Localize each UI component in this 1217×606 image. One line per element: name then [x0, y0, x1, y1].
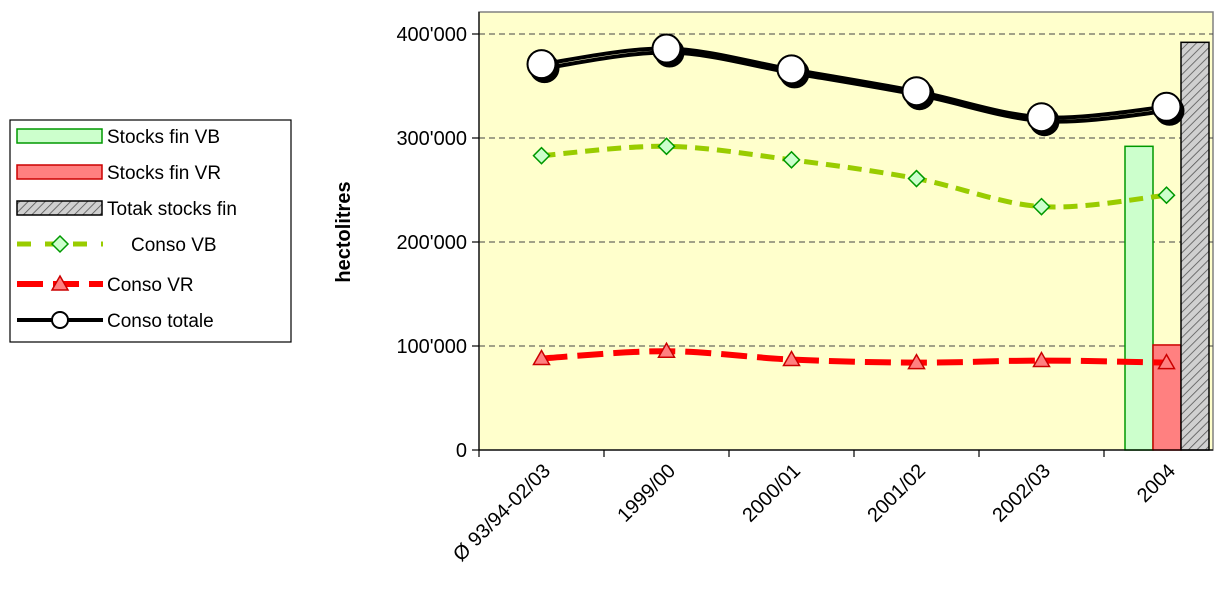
- x-tick-label: 2002/03: [988, 460, 1055, 527]
- point-conso-vr: [782, 350, 801, 367]
- legend-label-conso-vb: Conso VB: [131, 235, 217, 256]
- line-conso-vb: [541, 143, 1167, 210]
- point-conso-totale: [651, 33, 682, 64]
- legend-label-stocks-fin-vb: Stocks fin VB: [107, 127, 220, 148]
- y-tick-label: 0: [456, 440, 467, 462]
- y-axis-label: hectolitres: [333, 181, 355, 282]
- point-conso-vr: [907, 353, 926, 370]
- x-tick-label: 2001/02: [863, 460, 930, 527]
- legend-box: [9, 119, 292, 343]
- legend-label-stocks-fin-vr: Stocks fin VR: [107, 163, 221, 184]
- point-conso-totale: [526, 49, 557, 80]
- point-conso-vr: [1032, 351, 1051, 368]
- y-tick-labels: 0 100'000 200'000 300'000 400'000: [396, 24, 467, 462]
- point-conso-totale: [776, 54, 807, 85]
- point-conso-totale: [1151, 91, 1182, 122]
- point-conso-vb: [907, 169, 926, 188]
- y-tick-label: 400'000: [396, 24, 467, 46]
- x-tick-label: Ø 93/94-02/03: [449, 460, 555, 566]
- legend-label-conso-vr: Conso VR: [107, 275, 194, 296]
- series-lines: [526, 33, 1182, 370]
- point-conso-vb: [1032, 197, 1051, 216]
- point-conso-vb: [1157, 186, 1176, 205]
- legend: Stocks fin VB Stocks fin VR Totak stocks f…: [9, 119, 292, 343]
- line-conso-vr: [541, 348, 1167, 366]
- y-tick-label: 300'000: [396, 128, 467, 150]
- legend-swatch-totak-stocks-fin: [16, 200, 103, 216]
- x-tick-label: 2004: [1133, 460, 1180, 507]
- point-conso-totale: [1026, 102, 1057, 133]
- point-conso-vb: [532, 146, 551, 165]
- legend-label-totak-stocks-fin: Totak stocks fin: [107, 199, 237, 220]
- y-tick-label: 200'000: [396, 232, 467, 254]
- legend-marker-conso-vr: [50, 274, 70, 291]
- x-tick-label: 1999/00: [613, 460, 680, 527]
- point-conso-vb: [782, 150, 801, 169]
- legend-marker-conso-totale: [51, 311, 69, 329]
- bar-totak-stocks-fin: [1180, 41, 1210, 451]
- legend-swatch-stocks-fin-vr: [16, 164, 103, 180]
- bar-stocks-fin-vb: [1124, 145, 1154, 451]
- plot-area: [478, 11, 1214, 451]
- legend-label-conso-totale: Conso totale: [107, 311, 214, 332]
- point-conso-vb: [657, 137, 676, 156]
- point-conso-vr: [1157, 353, 1176, 370]
- point-conso-totale: [901, 76, 932, 107]
- axes: [478, 12, 1213, 457]
- x-tick-labels: Ø 93/94-02/03 1999/00 2000/01 2001/02 2002/0…: [449, 460, 1180, 566]
- point-conso-vr: [532, 348, 551, 366]
- gridlines: [472, 33, 1213, 451]
- legend-marker-conso-vb: [50, 234, 70, 254]
- y-tick-label: 100'000: [396, 336, 467, 358]
- point-conso-vr: [657, 341, 676, 358]
- x-tick-label: 2000/01: [738, 460, 805, 527]
- legend-swatch-stocks-fin-vb: [16, 128, 103, 144]
